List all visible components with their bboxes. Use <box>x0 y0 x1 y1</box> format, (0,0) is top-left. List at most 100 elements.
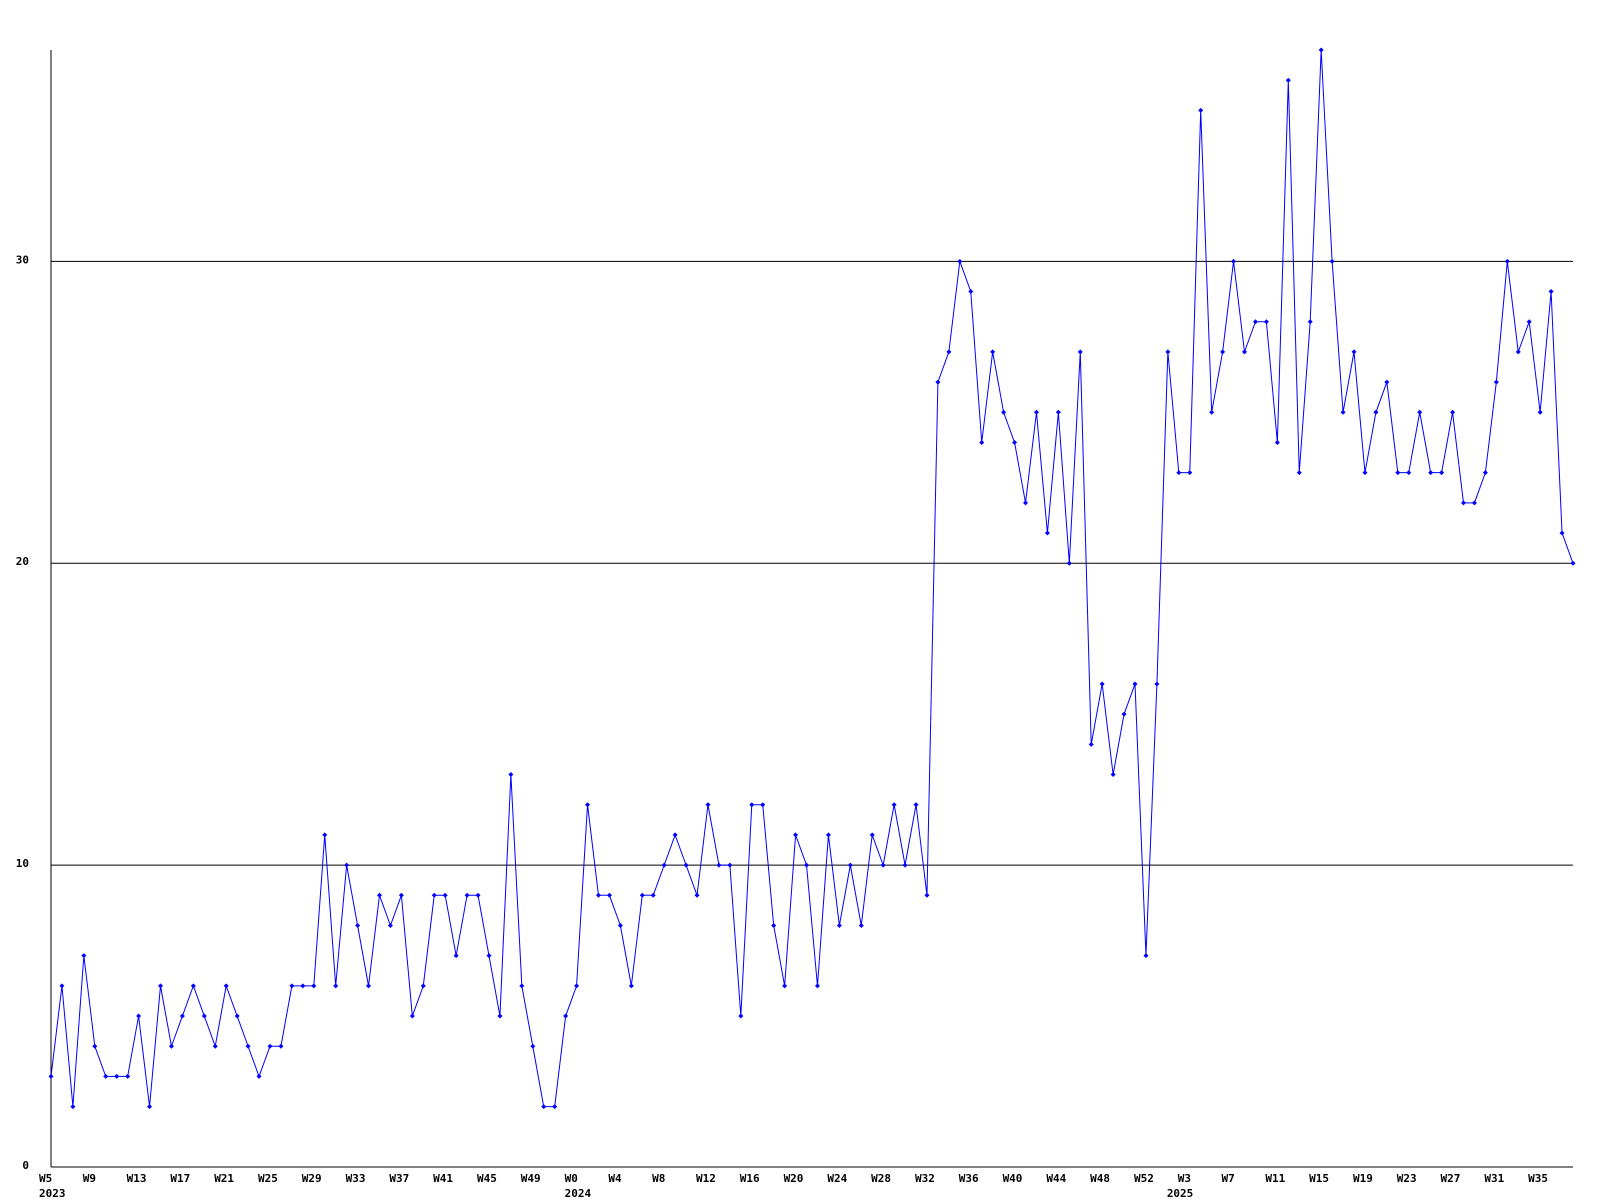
data-point <box>387 922 393 928</box>
x-tick-label: W45 <box>477 1172 497 1185</box>
data-point <box>1033 409 1039 415</box>
data-point <box>749 802 755 808</box>
data-point <box>1252 319 1258 325</box>
data-point <box>1296 470 1302 476</box>
data-point <box>267 1043 273 1049</box>
data-point <box>376 892 382 898</box>
x-tick-label: W32 <box>915 1172 935 1185</box>
x-tick-label: W13 <box>127 1172 147 1185</box>
data-point <box>289 983 295 989</box>
data-point <box>1406 470 1412 476</box>
data-point <box>1373 409 1379 415</box>
data-point <box>147 1104 153 1110</box>
data-point <box>1012 439 1018 445</box>
data-point <box>935 379 941 385</box>
data-point <box>157 983 163 989</box>
data-point <box>1329 258 1335 264</box>
data-point <box>1504 258 1510 264</box>
data-point <box>366 983 372 989</box>
data-point <box>70 1104 76 1110</box>
data-point <box>979 439 985 445</box>
data-point <box>333 983 339 989</box>
data-point <box>464 892 470 898</box>
data-point <box>1077 349 1083 355</box>
data-point <box>508 772 514 778</box>
data-point <box>1537 409 1543 415</box>
data-point <box>1340 409 1346 415</box>
data-point <box>771 922 777 928</box>
x-tick-label: W25 <box>258 1172 278 1185</box>
data-point <box>1318 47 1324 53</box>
data-point <box>650 892 656 898</box>
data-point <box>92 1043 98 1049</box>
x-tick-label: W20 <box>784 1172 804 1185</box>
data-point <box>825 832 831 838</box>
x-tick-label: W9 <box>83 1172 96 1185</box>
x-tick-label: W16 <box>740 1172 760 1185</box>
data-point <box>574 983 580 989</box>
data-point <box>59 983 65 989</box>
data-point <box>782 983 788 989</box>
data-point <box>1121 711 1127 717</box>
data-point <box>1417 409 1423 415</box>
data-point <box>1351 349 1357 355</box>
data-point <box>1055 409 1061 415</box>
data-point <box>201 1013 207 1019</box>
x-tick-label: W52 <box>1134 1172 1154 1185</box>
data-point <box>409 1013 415 1019</box>
x-tick-label: W29 <box>302 1172 322 1185</box>
data-point <box>1471 500 1477 506</box>
series-line <box>50 49 1574 1108</box>
data-point <box>738 1013 744 1019</box>
data-point <box>431 892 437 898</box>
data-point <box>585 802 591 808</box>
data-point <box>81 953 87 959</box>
data-point <box>639 892 645 898</box>
data-point <box>530 1043 536 1049</box>
data-point <box>1307 319 1313 325</box>
x-tick-label: W44 <box>1046 1172 1066 1185</box>
data-point <box>793 832 799 838</box>
data-point <box>1461 500 1467 506</box>
data-point <box>858 922 864 928</box>
year-label: 2024 <box>565 1187 592 1200</box>
data-point <box>486 953 492 959</box>
x-tick-label: W48 <box>1090 1172 1110 1185</box>
data-point <box>1362 470 1368 476</box>
data-point <box>891 802 897 808</box>
data-point <box>1110 772 1116 778</box>
x-tick-label: W24 <box>827 1172 847 1185</box>
data-point <box>606 892 612 898</box>
data-point <box>300 983 306 989</box>
data-point <box>1548 289 1554 295</box>
data-point <box>1023 500 1029 506</box>
x-tick-label: W31 <box>1484 1172 1504 1185</box>
data-point <box>716 862 722 868</box>
data-point <box>223 983 229 989</box>
data-point <box>760 802 766 808</box>
data-point <box>880 862 886 868</box>
data-point <box>322 832 328 838</box>
y-tick-label: 20 <box>16 555 29 568</box>
data-point <box>1198 107 1204 113</box>
data-point <box>311 983 317 989</box>
data-point <box>661 862 667 868</box>
data-point <box>136 1013 142 1019</box>
data-point <box>1220 349 1226 355</box>
data-point <box>683 862 689 868</box>
data-point <box>814 983 820 989</box>
x-tick-label: W3 <box>1178 1172 1191 1185</box>
data-point <box>442 892 448 898</box>
data-point <box>1450 409 1456 415</box>
data-point <box>1493 379 1499 385</box>
data-point <box>1395 470 1401 476</box>
data-point <box>344 862 350 868</box>
data-point <box>1559 530 1565 536</box>
data-point <box>398 892 404 898</box>
data-point <box>1439 470 1445 476</box>
data-point <box>1176 470 1182 476</box>
x-tick-label: W21 <box>214 1172 234 1185</box>
x-tick-label: W5 <box>39 1172 52 1185</box>
x-tick-label: W37 <box>389 1172 409 1185</box>
